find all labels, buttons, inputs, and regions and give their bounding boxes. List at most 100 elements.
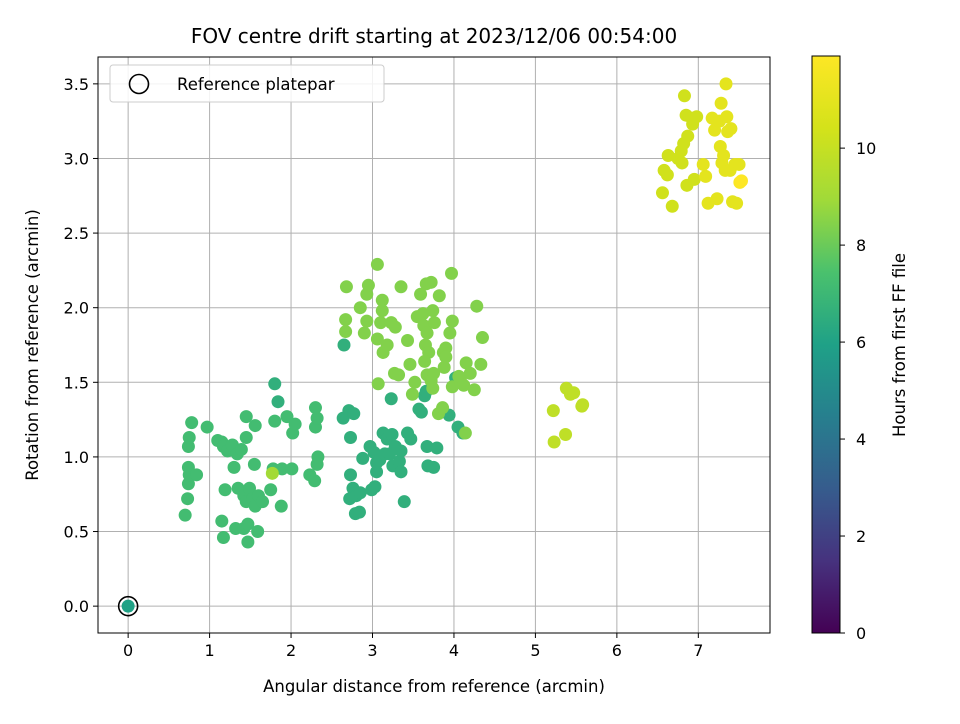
y-tick-label: 2.0 [64,299,89,318]
data-point [344,431,358,445]
data-point [414,287,428,301]
data-point [368,480,382,494]
colorbar-tick-label: 8 [856,236,866,255]
legend-marker-icon [128,73,150,95]
data-point [375,293,389,307]
colorbar-tick-label: 10 [856,139,876,158]
x-tick-label: 7 [693,641,703,660]
x-tick-label: 0 [123,641,133,660]
data-point [401,426,415,440]
data-point [268,377,282,391]
x-tick-label: 5 [530,641,540,660]
data-point [394,280,408,294]
data-point [347,407,361,421]
y-tick-label: 3.5 [64,75,89,94]
data-point [264,483,278,497]
data-point [710,192,724,206]
data-point [310,411,324,425]
data-point [408,375,422,389]
reference-platepar-marker [117,595,139,617]
data-point [121,599,135,613]
data-point [392,454,406,468]
data-point [443,326,457,340]
data-point [420,326,434,340]
data-point [339,325,353,339]
data-point [370,257,384,271]
data-point [388,320,402,334]
y-tick-label: 3.0 [64,149,89,168]
y-tick-label: 1.5 [64,373,89,392]
legend-entry-reference: Reference platepar [177,75,335,94]
data-point [547,435,561,449]
data-point [734,174,748,188]
data-point [414,405,428,419]
data-point [375,304,389,318]
data-point [401,334,415,348]
plot-frame [97,56,771,634]
data-point [200,420,214,434]
colorbar-gradient [811,55,841,634]
legend-box [109,64,385,103]
data-point [416,307,430,321]
data-point [426,304,440,318]
colorbar-tick-label: 4 [856,430,866,449]
data-point [385,428,399,442]
y-axis-ticks: 0.0 0.5 1.0 1.5 2.0 2.5 3.0 3.5 [64,75,98,616]
data-point [243,481,257,495]
scatter-points [121,77,748,613]
data-point [445,266,459,280]
data-point [388,439,402,453]
data-point [190,468,204,482]
data-point [182,431,196,445]
data-point [268,414,282,428]
data-point [567,386,581,400]
data-point [457,378,471,392]
data-point [265,466,279,480]
data-point [370,465,384,479]
colorbar-label: Hours from first FF file [890,253,909,437]
legend: Reference platepar [109,64,385,103]
data-point [436,401,450,415]
data-point [424,275,438,289]
data-point [384,392,398,406]
data-point [418,354,432,368]
data-point [178,508,192,522]
data-point [339,280,353,294]
data-point [251,525,265,539]
y-tick-label: 1.0 [64,448,89,467]
data-point [227,460,241,474]
data-point [256,495,270,509]
data-point [675,156,689,170]
data-point [475,331,489,345]
data-point [271,395,285,409]
data-point [432,289,446,303]
data-point [474,357,488,371]
data-point [439,341,453,355]
data-point [360,314,374,328]
x-tick-label: 1 [204,641,214,660]
data-point [427,460,441,474]
data-point [380,338,394,352]
colorbar-tick-label: 0 [856,624,866,643]
data-point [699,169,713,183]
colorbar-tick-label: 6 [856,333,866,352]
data-point [724,122,738,136]
data-point [357,326,371,340]
data-point [248,419,262,433]
data-point [394,465,408,479]
data-point [720,110,734,124]
data-point [275,462,289,476]
y-axis-label: Rotation from reference (arcmin) [23,209,42,481]
x-tick-label: 2 [286,641,296,660]
data-point [185,416,199,430]
data-point [356,451,370,465]
data-point [397,495,411,509]
data-point [463,366,477,380]
data-point [665,199,679,213]
data-point [426,381,440,395]
data-point [420,439,434,453]
colorbar-ticks: 0 2 4 6 8 10 [840,139,876,643]
data-point [661,148,675,162]
data-point [370,332,384,346]
data-point [392,368,406,382]
